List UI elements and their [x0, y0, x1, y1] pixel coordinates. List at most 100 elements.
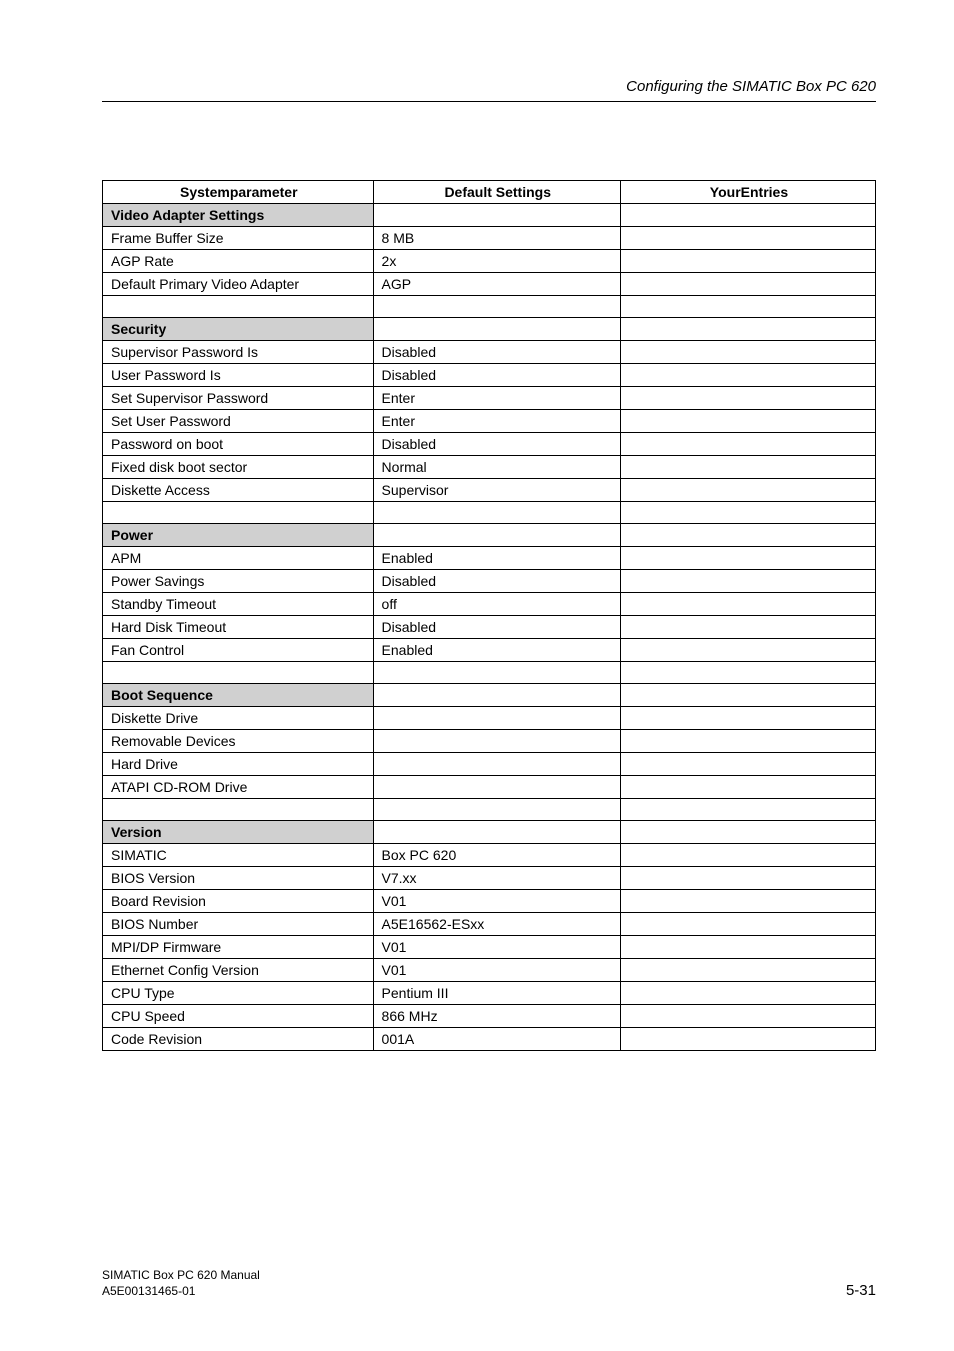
footer-left: SIMATIC Box PC 620 Manual A5E00131465-01 — [102, 1267, 260, 1299]
entries-cell — [620, 433, 875, 456]
spacer-cell — [373, 502, 620, 524]
table-row: MPI/DP FirmwareV01 — [103, 936, 876, 959]
default-cell: V01 — [373, 936, 620, 959]
default-cell: Enabled — [373, 547, 620, 570]
default-cell: 001A — [373, 1028, 620, 1051]
entries-cell — [620, 547, 875, 570]
default-cell: Normal — [373, 456, 620, 479]
entries-cell — [620, 273, 875, 296]
param-cell: Set User Password — [103, 410, 374, 433]
default-cell: Disabled — [373, 570, 620, 593]
spacer-cell — [373, 662, 620, 684]
spacer-cell — [620, 502, 875, 524]
default-cell: Disabled — [373, 616, 620, 639]
param-cell: Default Primary Video Adapter — [103, 273, 374, 296]
default-cell: A5E16562-ESxx — [373, 913, 620, 936]
table-row: Password on bootDisabled — [103, 433, 876, 456]
table-row: Removable Devices — [103, 730, 876, 753]
table-row: Power SavingsDisabled — [103, 570, 876, 593]
page-footer: SIMATIC Box PC 620 Manual A5E00131465-01… — [102, 1267, 876, 1299]
default-cell — [373, 753, 620, 776]
default-cell: AGP — [373, 273, 620, 296]
table-row: Hard Disk TimeoutDisabled — [103, 616, 876, 639]
entries-cell — [620, 959, 875, 982]
param-cell: BIOS Version — [103, 867, 374, 890]
section-title-cell: Video Adapter Settings — [103, 204, 374, 227]
default-cell: Disabled — [373, 341, 620, 364]
param-cell: Ethernet Config Version — [103, 959, 374, 982]
page-header: Configuring the SIMATIC Box PC 620 — [102, 78, 876, 102]
param-cell: User Password Is — [103, 364, 374, 387]
section-empty-cell — [620, 318, 875, 341]
param-cell: Set Supervisor Password — [103, 387, 374, 410]
default-cell: 866 MHz — [373, 1005, 620, 1028]
param-cell: Removable Devices — [103, 730, 374, 753]
col-header-default: Default Settings — [373, 181, 620, 204]
default-cell: Enter — [373, 410, 620, 433]
page-container: Configuring the SIMATIC Box PC 620 Syste… — [0, 0, 954, 1351]
default-cell — [373, 776, 620, 799]
section-empty-cell — [620, 821, 875, 844]
table-row: AGP Rate2x — [103, 250, 876, 273]
param-cell: SIMATIC — [103, 844, 374, 867]
entries-cell — [620, 936, 875, 959]
param-cell: Diskette Drive — [103, 707, 374, 730]
section-row: Boot Sequence — [103, 684, 876, 707]
entries-cell — [620, 250, 875, 273]
entries-cell — [620, 479, 875, 502]
spacer-row — [103, 662, 876, 684]
spacer-cell — [620, 799, 875, 821]
entries-cell — [620, 776, 875, 799]
bios-settings-table: Systemparameter Default Settings YourEnt… — [102, 180, 876, 1051]
param-cell: APM — [103, 547, 374, 570]
param-cell: Fan Control — [103, 639, 374, 662]
entries-cell — [620, 570, 875, 593]
entries-cell — [620, 844, 875, 867]
table-row: CPU Speed866 MHz — [103, 1005, 876, 1028]
default-cell: Enabled — [373, 639, 620, 662]
table-row: Ethernet Config VersionV01 — [103, 959, 876, 982]
header-title: Configuring the SIMATIC Box PC 620 — [626, 78, 876, 95]
table-row: Set User PasswordEnter — [103, 410, 876, 433]
default-cell: Pentium III — [373, 982, 620, 1005]
param-cell: BIOS Number — [103, 913, 374, 936]
param-cell: CPU Speed — [103, 1005, 374, 1028]
entries-cell — [620, 639, 875, 662]
entries-cell — [620, 707, 875, 730]
table-row: Fixed disk boot sectorNormal — [103, 456, 876, 479]
param-cell: Board Revision — [103, 890, 374, 913]
entries-cell — [620, 456, 875, 479]
table-row: SIMATICBox PC 620 — [103, 844, 876, 867]
default-cell: V7.xx — [373, 867, 620, 890]
spacer-row — [103, 799, 876, 821]
table-row: Supervisor Password IsDisabled — [103, 341, 876, 364]
entries-cell — [620, 387, 875, 410]
table-row: Standby Timeoutoff — [103, 593, 876, 616]
spacer-cell — [103, 662, 374, 684]
entries-cell — [620, 1005, 875, 1028]
param-cell: CPU Type — [103, 982, 374, 1005]
param-cell: Standby Timeout — [103, 593, 374, 616]
entries-cell — [620, 593, 875, 616]
table-row: Board RevisionV01 — [103, 890, 876, 913]
spacer-cell — [373, 799, 620, 821]
param-cell: Fixed disk boot sector — [103, 456, 374, 479]
default-cell: 2x — [373, 250, 620, 273]
section-empty-cell — [373, 684, 620, 707]
param-cell: Code Revision — [103, 1028, 374, 1051]
param-cell: ATAPI CD-ROM Drive — [103, 776, 374, 799]
section-row: Video Adapter Settings — [103, 204, 876, 227]
table-row: Diskette Drive — [103, 707, 876, 730]
section-empty-cell — [373, 821, 620, 844]
entries-cell — [620, 227, 875, 250]
default-cell: Box PC 620 — [373, 844, 620, 867]
entries-cell — [620, 753, 875, 776]
param-cell: Hard Drive — [103, 753, 374, 776]
default-cell: Disabled — [373, 433, 620, 456]
section-title-cell: Power — [103, 524, 374, 547]
spacer-row — [103, 502, 876, 524]
default-cell: V01 — [373, 959, 620, 982]
entries-cell — [620, 913, 875, 936]
param-cell: AGP Rate — [103, 250, 374, 273]
spacer-cell — [103, 502, 374, 524]
